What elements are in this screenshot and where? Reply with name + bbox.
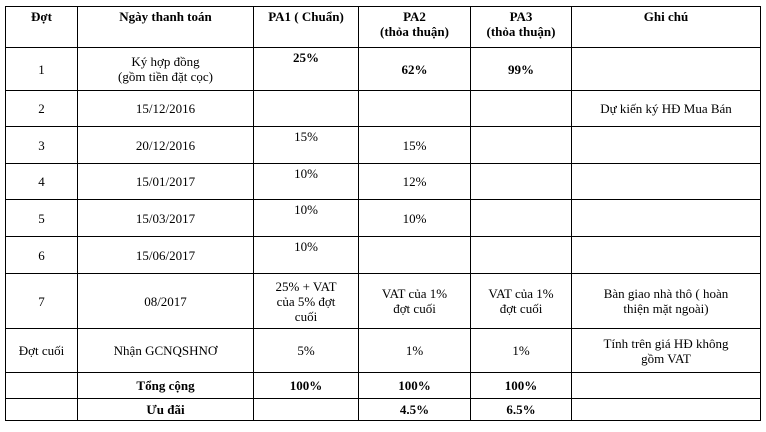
header-pa1: PA1 ( Chuẩn): [253, 6, 359, 48]
table-row: 5 15/03/2017 10% 10%: [5, 199, 761, 237]
table-row: 1 Ký hợp đồng (gồm tiền đặt cọc) 25% 62%…: [5, 47, 761, 91]
cell-pa2: [358, 236, 471, 274]
discount-pa3: 6.5%: [470, 398, 572, 421]
cell-dot: 2: [5, 90, 78, 127]
discount-row: Ưu đãi 4.5% 6.5%: [5, 398, 761, 421]
header-payment-date: Ngày thanh toán: [77, 6, 254, 48]
cell-dot: 3: [5, 126, 78, 164]
cell-pa2: 1%: [358, 328, 471, 373]
cell-date: Nhận GCNQSHNƠ: [77, 328, 254, 373]
cell-pa2: 10%: [358, 199, 471, 237]
cell-date: 15/03/2017: [77, 199, 254, 237]
cell-date: 15/12/2016: [77, 90, 254, 127]
cell-pa2: [358, 90, 471, 127]
cell-date: 15/01/2017: [77, 163, 254, 200]
cell-dot: 6: [5, 236, 78, 274]
total-pa2: 100%: [358, 372, 471, 399]
cell-pa2: 15%: [358, 126, 471, 164]
total-label: Tổng cộng: [77, 372, 254, 399]
cell-note: Bàn giao nhà thô ( hoàn thiện mặt ngoài): [571, 273, 761, 329]
cell-pa1: 5%: [253, 328, 359, 373]
cell-pa3: [470, 163, 572, 200]
header-pa3: PA3 (thỏa thuận): [470, 6, 572, 48]
cell-pa1: 25% + VAT của 5% đợt cuối: [253, 273, 359, 329]
cell-pa3: [470, 199, 572, 237]
table-row: 2 15/12/2016 Dự kiến ký HĐ Mua Bán: [5, 90, 761, 127]
cell-pa3: [470, 126, 572, 164]
table-row: 3 20/12/2016 15% 15%: [5, 126, 761, 164]
cell-pa1: 10%: [253, 236, 359, 274]
cell-dot: 1: [5, 47, 78, 91]
cell-pa1: 15%: [253, 126, 359, 164]
header-pa2: PA2 (thỏa thuận): [358, 6, 471, 48]
cell-pa3: [470, 236, 572, 274]
cell-note: [571, 47, 761, 91]
total-pa1: 100%: [253, 372, 359, 399]
cell-pa2: VAT của 1% đợt cuối: [358, 273, 471, 329]
discount-pa2: 4.5%: [358, 398, 471, 421]
cell-pa1: [253, 90, 359, 127]
discount-label: Ưu đãi: [77, 398, 254, 421]
table-row: Đợt cuối Nhận GCNQSHNƠ 5% 1% 1% Tính trê…: [5, 328, 761, 373]
cell-note: [571, 126, 761, 164]
cell-note: Dự kiến ký HĐ Mua Bán: [571, 90, 761, 127]
discount-pa1: [253, 398, 359, 421]
cell-dot: [5, 372, 78, 399]
header-dot: Đợt: [5, 6, 78, 48]
table-row: 7 08/2017 25% + VAT của 5% đợt cuối VAT …: [5, 273, 761, 329]
cell-pa3: 99%: [470, 47, 572, 91]
cell-note: Tính trên giá HĐ không gồm VAT: [571, 328, 761, 373]
cell-pa3: VAT của 1% đợt cuối: [470, 273, 572, 329]
cell-pa1: 10%: [253, 163, 359, 200]
cell-dot: [5, 398, 78, 421]
cell-note: [571, 372, 761, 399]
cell-note: [571, 163, 761, 200]
cell-pa2: 12%: [358, 163, 471, 200]
cell-dot: 5: [5, 199, 78, 237]
table-row: 4 15/01/2017 10% 12%: [5, 163, 761, 200]
cell-date: 08/2017: [77, 273, 254, 329]
cell-note: [571, 236, 761, 274]
cell-date: Ký hợp đồng (gồm tiền đặt cọc): [77, 47, 254, 91]
cell-dot: 4: [5, 163, 78, 200]
total-pa3: 100%: [470, 372, 572, 399]
cell-note: [571, 199, 761, 237]
cell-pa1: 10%: [253, 199, 359, 237]
cell-pa3: [470, 90, 572, 127]
cell-pa2: 62%: [358, 47, 471, 91]
table-row: 6 15/06/2017 10%: [5, 236, 761, 274]
header-row: Đợt Ngày thanh toán PA1 ( Chuẩn) PA2 (th…: [5, 6, 761, 48]
payment-schedule-table: Đợt Ngày thanh toán PA1 ( Chuẩn) PA2 (th…: [5, 6, 761, 421]
cell-date: 15/06/2017: [77, 236, 254, 274]
cell-dot: Đợt cuối: [5, 328, 78, 373]
header-note: Ghi chú: [571, 6, 761, 48]
cell-pa3: 1%: [470, 328, 572, 373]
cell-pa1: 25%: [253, 47, 359, 91]
cell-dot: 7: [5, 273, 78, 329]
cell-note: [571, 398, 761, 421]
total-row: Tổng cộng 100% 100% 100%: [5, 372, 761, 399]
cell-date: 20/12/2016: [77, 126, 254, 164]
